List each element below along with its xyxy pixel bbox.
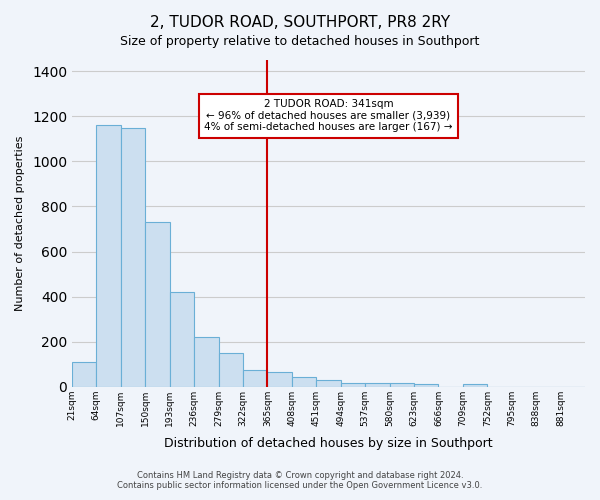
Bar <box>389 384 414 386</box>
Text: 2 TUDOR ROAD: 341sqm
← 96% of detached houses are smaller (3,939)
4% of semi-det: 2 TUDOR ROAD: 341sqm ← 96% of detached h… <box>204 99 453 132</box>
Text: Size of property relative to detached houses in Southport: Size of property relative to detached ho… <box>121 35 479 48</box>
Bar <box>97 126 121 386</box>
Bar <box>170 292 194 386</box>
X-axis label: Distribution of detached houses by size in Southport: Distribution of detached houses by size … <box>164 437 493 450</box>
Bar <box>341 382 365 386</box>
Bar <box>243 370 268 386</box>
Bar <box>194 337 218 386</box>
Text: 2, TUDOR ROAD, SOUTHPORT, PR8 2RY: 2, TUDOR ROAD, SOUTHPORT, PR8 2RY <box>150 15 450 30</box>
Bar <box>365 384 389 386</box>
Bar <box>316 380 341 386</box>
Text: Contains HM Land Registry data © Crown copyright and database right 2024.
Contai: Contains HM Land Registry data © Crown c… <box>118 470 482 490</box>
Bar <box>72 362 97 386</box>
Bar <box>218 353 243 386</box>
Bar <box>463 384 487 386</box>
Y-axis label: Number of detached properties: Number of detached properties <box>15 136 25 311</box>
Bar <box>268 372 292 386</box>
Bar <box>145 222 170 386</box>
Bar <box>292 376 316 386</box>
Bar <box>414 384 439 386</box>
Bar <box>121 128 145 386</box>
